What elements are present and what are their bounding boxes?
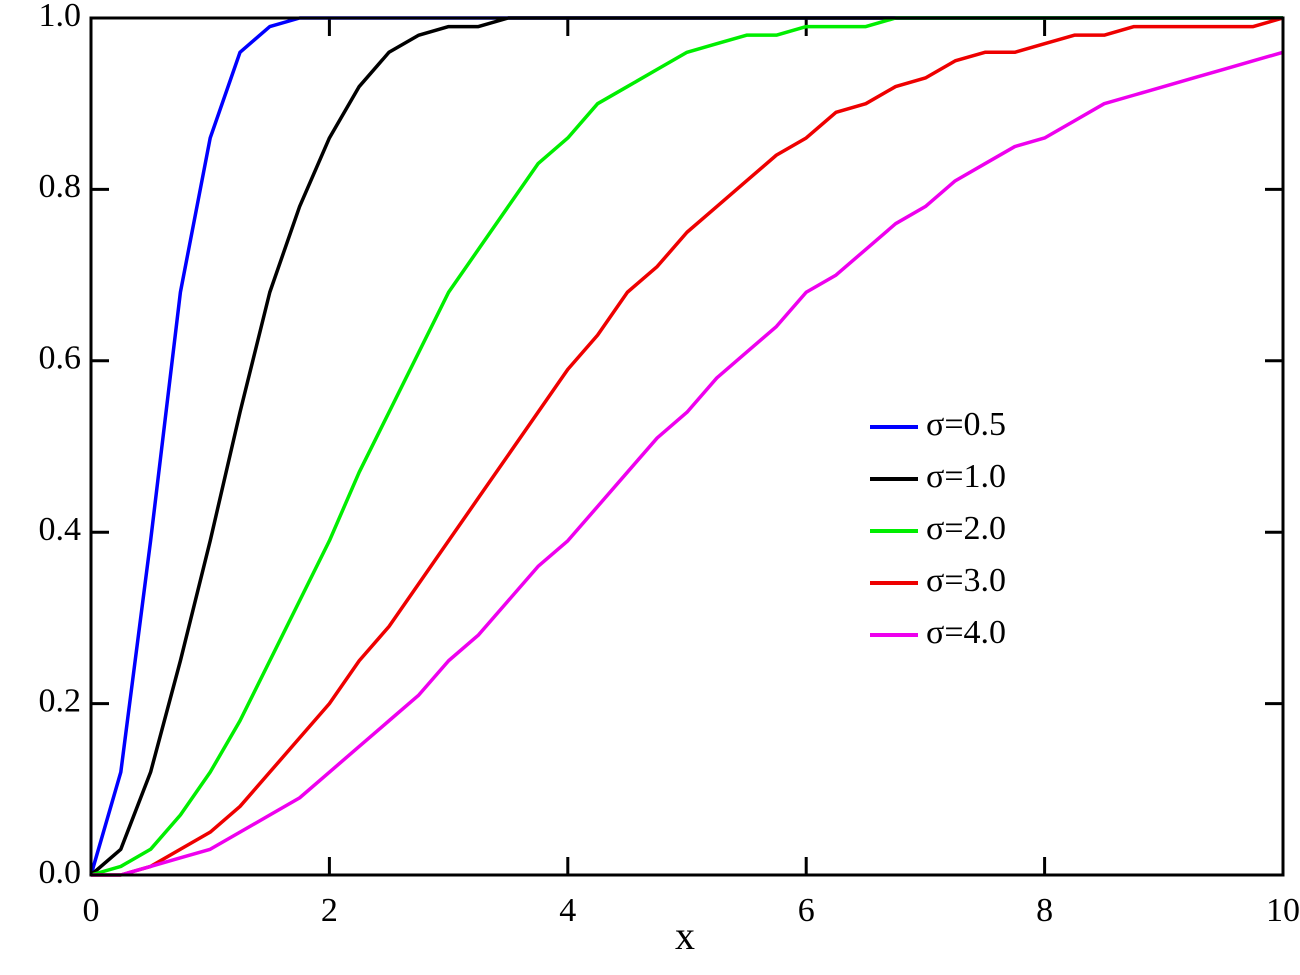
legend-label: σ=1.0 [926,458,1006,495]
series-line [91,16,1284,877]
legend-label: σ=3.0 [926,562,1006,599]
series-line [91,50,1284,877]
y-tick-label: 0.2 [39,682,82,719]
y-tick-label: 0.0 [39,854,82,891]
x-tick-label: 0 [83,892,100,929]
legend-label: σ=0.5 [926,406,1006,443]
y-tick-label: 0.4 [39,511,82,548]
series-line [89,16,1283,876]
x-tick-label: 6 [798,892,815,929]
series-line [89,16,1283,877]
x-axis-label: x [675,913,695,958]
y-tick-label: 0.8 [39,168,82,205]
plot-frame [89,16,1285,877]
y-tick-label: 0.6 [39,340,82,377]
legend-label: σ=2.0 [926,510,1006,547]
x-tick-label: 8 [1036,892,1053,929]
series-line [90,16,1283,877]
x-tick-label: 4 [559,892,576,929]
x-tick-label: 10 [1266,892,1300,929]
x-tick-label: 2 [321,892,338,929]
y-tick-label: 1.0 [39,0,82,34]
legend-label: σ=4.0 [926,614,1006,651]
